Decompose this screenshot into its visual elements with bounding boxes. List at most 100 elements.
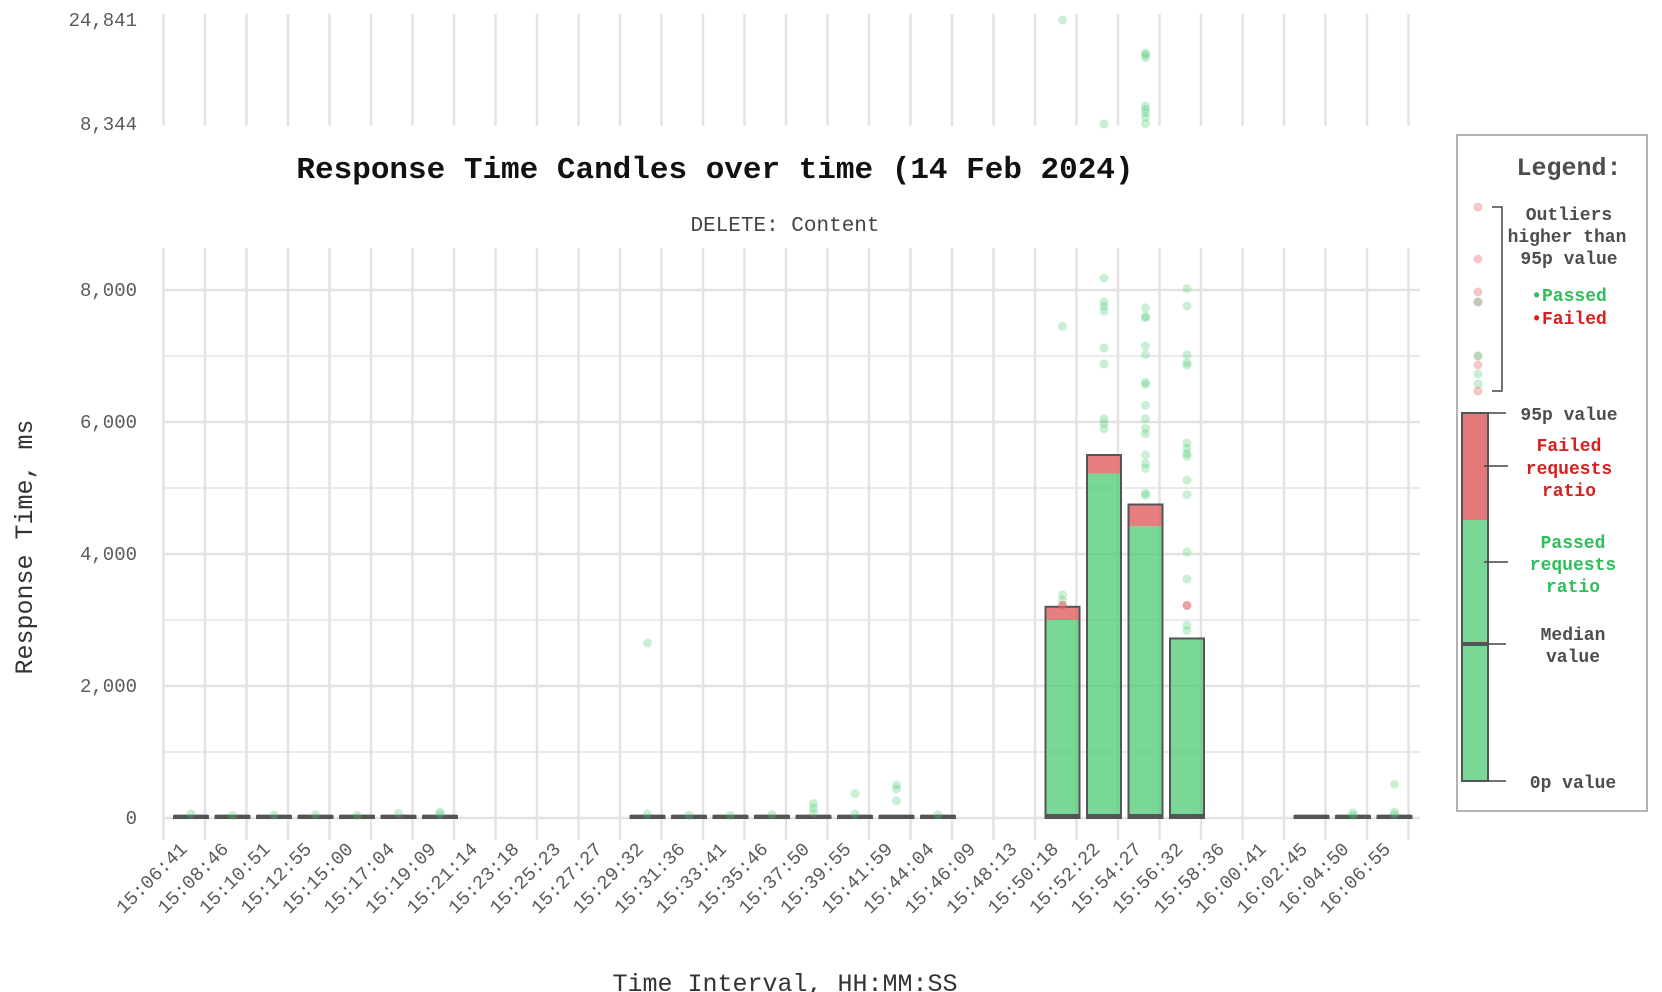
outlier-point: [1182, 626, 1192, 636]
outlier-panel-y-ticks: 8,344 24,841: [69, 10, 137, 136]
outlier-point: [767, 810, 777, 820]
outlier-point: [1099, 343, 1109, 353]
y-tick-label: 6,000: [80, 412, 137, 434]
outlier-point: [643, 638, 652, 648]
outlier-point: [1182, 620, 1192, 630]
outlier-point: [1141, 112, 1150, 122]
outlier-point: [1099, 418, 1109, 428]
legend-outlier-dot: [1473, 351, 1483, 361]
outlier-point: [311, 810, 320, 820]
candle: [256, 814, 292, 820]
legend-passed-ratio-line3: ratio: [1546, 578, 1600, 598]
candle-passed-segment: [1045, 620, 1080, 818]
outlier-point: [1099, 302, 1109, 311]
outlier-point: [643, 809, 652, 819]
legend-candle-failed: [1462, 413, 1488, 520]
candle: [629, 814, 666, 820]
outlier-point: [1141, 303, 1150, 313]
y-tick-label: 2,000: [80, 676, 137, 698]
outlier-point: [1182, 600, 1192, 610]
outlier-point: [850, 789, 860, 799]
legend-candle-outline: [1461, 412, 1489, 782]
candle: [1044, 605, 1081, 819]
outlier-point: [1182, 490, 1192, 500]
outlier-point: [1182, 438, 1192, 448]
outlier-point: [1182, 475, 1192, 485]
legend-outlier-dot: [1473, 202, 1483, 212]
main-gridlines: [162, 248, 1420, 840]
outlier-point: [1182, 284, 1192, 294]
outlier-point: [1390, 807, 1399, 817]
legend-passed-ratio-line2: requests: [1530, 556, 1616, 576]
candle: [422, 814, 458, 820]
outlier-point: [1058, 600, 1067, 610]
legend-outlier-dot: [1473, 254, 1483, 264]
y-tick-label: 8,000: [80, 280, 137, 302]
legend-outlier-dot: [1473, 360, 1483, 370]
outlier-point: [1141, 424, 1150, 434]
outlier-point: [186, 809, 196, 819]
legend-title: Legend:: [1516, 154, 1621, 183]
outlier-point: [1182, 301, 1192, 311]
legend-outlier-dot: [1473, 386, 1483, 396]
candle: [837, 814, 873, 820]
outlier-point: [1182, 360, 1192, 370]
outlier-point: [1058, 15, 1067, 25]
candle: [671, 814, 707, 820]
outlier-point: [1390, 810, 1399, 820]
outlier-point: [809, 798, 818, 808]
candle: [297, 814, 334, 820]
outlier-point: [1099, 297, 1109, 307]
outlier-point: [1182, 358, 1192, 368]
chart-title: Response Time Candles over time (14 Feb …: [296, 153, 1133, 188]
outlier-point: [228, 810, 237, 820]
outlier-point: [809, 803, 818, 813]
candle-failed-segment: [1087, 455, 1121, 474]
outlier-point: [892, 784, 901, 794]
outlier-point: [1348, 810, 1358, 820]
chart-subtitle: DELETE: Content: [690, 215, 879, 238]
candle: [795, 814, 832, 820]
legend: Legend: Outliers higher than 95p value •…: [1456, 134, 1648, 812]
candle: [920, 814, 956, 820]
outlier-point: [1058, 590, 1067, 600]
candle-passed-segment: [1128, 526, 1163, 818]
outlier-point: [394, 808, 403, 818]
legend-outlier-dot: [1473, 297, 1483, 307]
legend-failed-ratio-line2: requests: [1526, 460, 1612, 480]
candle: [380, 814, 417, 820]
outlier-point: [435, 807, 445, 817]
candle: [1293, 814, 1330, 820]
outlier-point: [269, 810, 279, 820]
outlier-point: [850, 809, 860, 819]
outlier-point: [1141, 463, 1150, 473]
y-axis-ticks: 0 2,000 4,000 6,000 8,000: [80, 280, 137, 830]
legend-p0: 0p value: [1530, 774, 1616, 794]
outlier-point: [435, 809, 445, 819]
candle: [339, 814, 375, 820]
outlier-point: [1141, 313, 1150, 323]
legend-candle-passed: [1462, 520, 1488, 781]
x-axis-ticks: 15:06:4115:08:4615:10:5115:12:5515:15:00…: [112, 839, 1396, 919]
outlier-point: [1182, 350, 1192, 360]
outlier-point: [1141, 414, 1150, 424]
outlier-point: [1182, 574, 1192, 584]
candle: [878, 814, 915, 820]
outlier-point: [1141, 311, 1150, 321]
y-axis-label: Response Time, ms: [11, 419, 40, 674]
outlier-point: [726, 810, 735, 820]
outlier-panel-gridlines: [162, 14, 1410, 126]
outlier-point: [892, 780, 901, 790]
candle: [754, 814, 790, 820]
legend-failed-ratio-line3: ratio: [1542, 482, 1596, 502]
outlier-panel-tick-label: 8,344: [80, 114, 137, 136]
legend-outliers-line1: Outliers: [1526, 206, 1612, 226]
legend-outlier-dot: [1473, 369, 1483, 379]
legend-outliers-line3: 95p value: [1520, 250, 1617, 270]
candle: [1169, 637, 1205, 819]
outlier-point: [1058, 321, 1067, 331]
candle: [1376, 814, 1413, 820]
candle-failed-segment: [1128, 504, 1163, 527]
legend-p95: 95p value: [1520, 406, 1617, 426]
